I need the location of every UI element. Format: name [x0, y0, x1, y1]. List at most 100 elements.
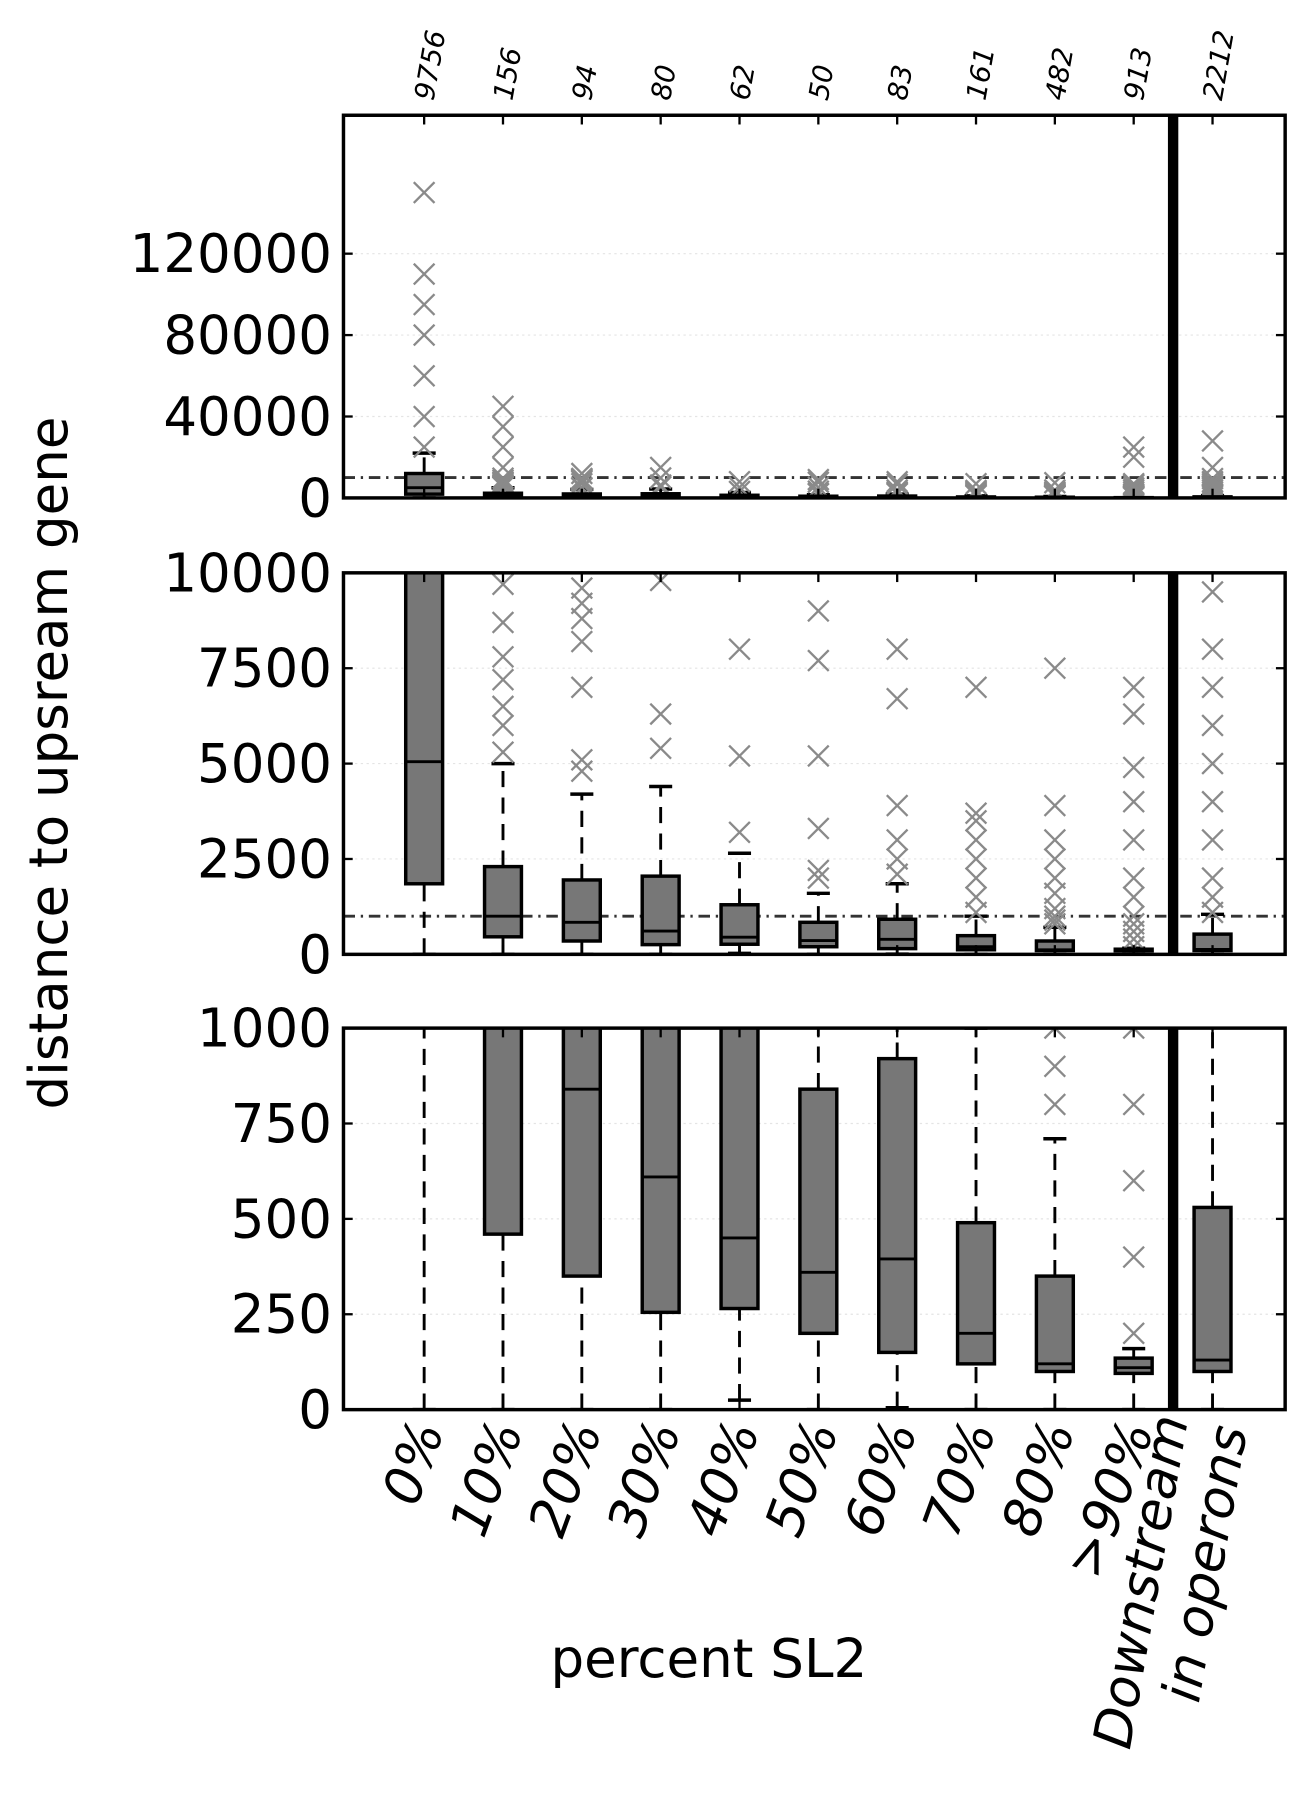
flier [1043, 828, 1067, 852]
flier [1122, 756, 1145, 779]
flier [1122, 885, 1145, 909]
flier [966, 0, 987, 8]
flier [1202, 255, 1223, 276]
flier [808, 140, 829, 161]
flier [1043, 657, 1067, 680]
x-tick-label: 0% [370, 1412, 457, 1512]
count-label: 161 [960, 45, 1002, 103]
flier [1043, 794, 1067, 817]
flier [570, 576, 594, 600]
flier [1123, 0, 1144, 11]
flier [1201, 790, 1224, 813]
flier [570, 676, 594, 699]
flier [570, 760, 594, 783]
count-label: 2212 [1196, 28, 1241, 103]
y-tick-label: 10000 [163, 542, 332, 604]
flier [570, 472, 594, 495]
x-axis-label: percent SL2 [550, 1628, 867, 1690]
flier [491, 415, 515, 438]
flier [1122, 790, 1145, 813]
flier [1122, 905, 1145, 928]
flier [1043, 847, 1067, 871]
flier [1043, 908, 1067, 932]
panel [343, 0, 1286, 955]
flier [887, 255, 908, 276]
box [798, 1087, 839, 1336]
count-label: 9756 [408, 28, 453, 103]
flier [1043, 905, 1067, 928]
flier [491, 645, 515, 668]
y-tick-label: 40000 [163, 386, 332, 448]
flier [966, 980, 987, 1001]
plot-area: distance to upsream gene percent SL2 0 40… [18, 0, 1287, 1753]
flier [1201, 456, 1224, 479]
flier [1043, 471, 1067, 494]
y-tick-label: 500 [231, 1188, 332, 1250]
flier [966, 827, 987, 848]
panel-frame [341, 571, 1287, 957]
panel-frame [341, 1026, 1287, 1412]
flier [807, 817, 830, 840]
flier [1122, 1028, 1145, 1040]
flier [964, 676, 988, 699]
flier [649, 737, 672, 760]
flier [807, 476, 830, 498]
flier [964, 828, 988, 852]
y-tick-label: 750 [231, 1093, 332, 1155]
flier [1043, 1055, 1067, 1078]
box [955, 1220, 997, 1366]
y-tick-label: 0 [298, 467, 332, 529]
flier [966, 445, 987, 466]
flier [1122, 1322, 1145, 1345]
box [482, 864, 524, 939]
box [561, 878, 603, 943]
flier [807, 744, 830, 768]
flier [1201, 752, 1224, 775]
flier [728, 637, 751, 661]
flier [491, 395, 515, 418]
flier [1044, 636, 1065, 657]
flier [491, 695, 515, 718]
flier [1123, 827, 1144, 848]
flier [491, 611, 515, 634]
flier [1122, 676, 1145, 699]
flier [649, 466, 672, 490]
flier [1202, 636, 1223, 657]
y-tick-label: 5000 [197, 733, 332, 795]
box [561, 1028, 603, 1278]
flier [1123, 255, 1144, 276]
count-label: 94 [565, 62, 604, 102]
flier [885, 470, 909, 493]
flier [1043, 866, 1067, 890]
box [640, 1028, 681, 1315]
y-tick-label: 120000 [130, 223, 332, 285]
flier [412, 323, 436, 347]
flier [1202, 827, 1223, 848]
flier [493, 0, 514, 11]
box [403, 572, 445, 886]
flier [1122, 1245, 1145, 1269]
flier [966, 255, 987, 276]
panel [343, 181, 1286, 498]
flier [728, 821, 751, 844]
flier [570, 467, 594, 490]
flier [1201, 429, 1224, 453]
flier [964, 847, 988, 871]
flier [1122, 476, 1145, 498]
panel [412, 0, 1233, 1410]
panel-frame [341, 113, 1287, 500]
flier [1201, 885, 1224, 909]
flier [807, 599, 830, 623]
box [1192, 1205, 1233, 1374]
count-label: 83 [881, 62, 920, 102]
flier [412, 435, 436, 459]
flier [1122, 472, 1145, 495]
flier [1123, 636, 1144, 657]
flier [649, 473, 672, 497]
flier [1043, 1093, 1067, 1116]
flier [964, 866, 988, 890]
flier [729, 178, 750, 199]
flier [807, 471, 830, 494]
flier [491, 668, 515, 691]
